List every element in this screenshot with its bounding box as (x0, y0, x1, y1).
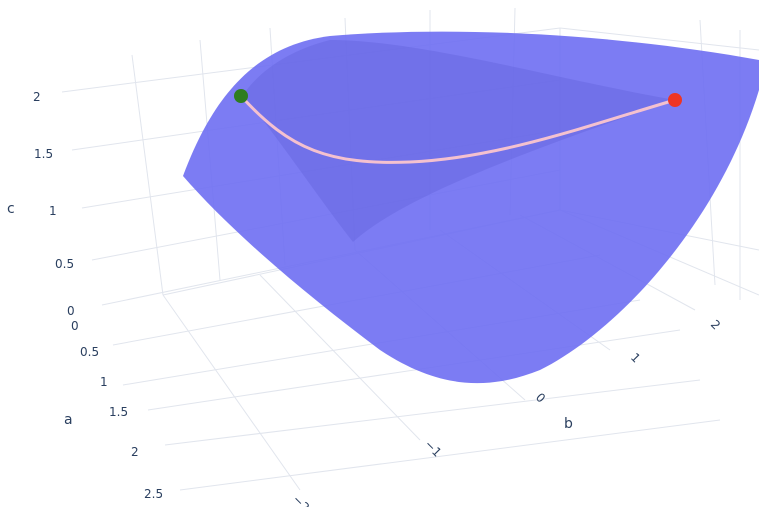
b-tick: −2 (290, 492, 312, 507)
a-axis-title: a (64, 412, 73, 428)
a-tick: 1 (100, 375, 108, 389)
end-point-marker[interactable] (668, 93, 682, 107)
a-tick: 1.5 (109, 405, 128, 419)
a-tick: 2 (131, 445, 139, 459)
grid-line (147, 329, 681, 411)
c-tick: 0.5 (55, 257, 74, 271)
surface-inner-shade (243, 40, 675, 242)
a-tick: 2.5 (144, 487, 163, 501)
grid-line (259, 274, 421, 441)
c-tick: 0 (67, 304, 75, 318)
grid-line (164, 379, 701, 446)
a-tick: 0 (71, 319, 79, 333)
grid-line (559, 27, 759, 51)
grid-line (179, 419, 721, 491)
c-axis: 2 1.5 1 0.5 0 c (7, 90, 75, 318)
a-tick: 0.5 (80, 345, 99, 359)
b-axis-title: b (564, 416, 573, 432)
grid-line (131, 54, 164, 296)
c-axis-title: c (7, 201, 15, 217)
b-tick: 0 (533, 390, 548, 405)
geodesic-curve (239, 94, 676, 164)
b-tick: 1 (628, 350, 643, 365)
b-tick: 2 (708, 317, 723, 332)
c-tick: 1.5 (34, 147, 53, 161)
a-axis: 0 0.5 1 1.5 2 2.5 a (64, 319, 163, 501)
c-tick: 1 (49, 204, 57, 218)
c-tick: 2 (33, 90, 41, 104)
start-point-marker[interactable] (234, 89, 248, 103)
grid-line (162, 294, 301, 491)
